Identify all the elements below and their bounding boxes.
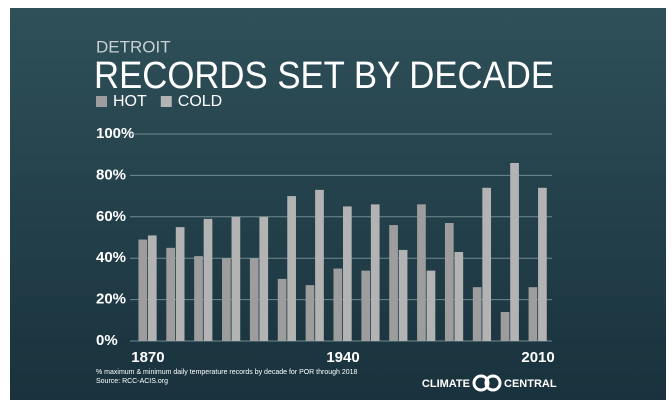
bar (510, 162, 519, 341)
bar (277, 278, 287, 341)
bar (259, 216, 269, 341)
bar (389, 225, 398, 341)
y-tick-label: 20% (96, 291, 126, 308)
bar (222, 258, 231, 341)
bar (426, 270, 436, 341)
bar (305, 285, 315, 341)
bar (417, 204, 426, 341)
bar (538, 187, 547, 341)
legend: HOT COLD (96, 93, 222, 110)
source: Source: RCC-ACIS.org (96, 378, 168, 385)
legend-swatch (160, 96, 172, 107)
logo-icon (472, 374, 502, 392)
y-tick-label: 60% (96, 208, 126, 225)
bar (528, 287, 538, 341)
footnote: % maximum & minimum daily temperature re… (96, 369, 358, 376)
bar (231, 216, 241, 341)
legend-label: COLD (178, 93, 222, 110)
bar (315, 189, 324, 341)
legend-swatch (96, 96, 107, 107)
bar (138, 239, 148, 341)
bar (454, 251, 464, 341)
chart-subtitle: DETROIT (96, 37, 171, 56)
bar (361, 270, 371, 341)
y-tick-label: 80% (96, 166, 126, 183)
bar (472, 287, 482, 341)
bar (482, 187, 492, 341)
bar (287, 196, 296, 341)
legend-label: HOT (113, 93, 147, 110)
y-tick-label: 40% (96, 249, 126, 266)
bar (343, 206, 352, 341)
bar (166, 247, 175, 341)
bar (398, 249, 408, 341)
x-tick-label: 1940 (326, 349, 359, 366)
logo-text: CENTRAL (504, 378, 557, 390)
bar (500, 312, 510, 341)
bar (175, 227, 185, 341)
chart-title: RECORDS SET BY DECADE (94, 55, 554, 97)
bar (147, 235, 157, 341)
bar (194, 256, 203, 341)
bar (249, 258, 259, 341)
x-tick-label: 1870 (131, 349, 164, 366)
y-tick-label: 0% (96, 332, 118, 349)
bar (444, 223, 454, 341)
y-tick-label: 100% (96, 125, 134, 142)
bar (370, 204, 380, 341)
x-tick-label: 2010 (521, 349, 554, 366)
bar (203, 218, 213, 341)
logo-text: CLIMATE (422, 378, 470, 390)
bar (333, 268, 343, 341)
